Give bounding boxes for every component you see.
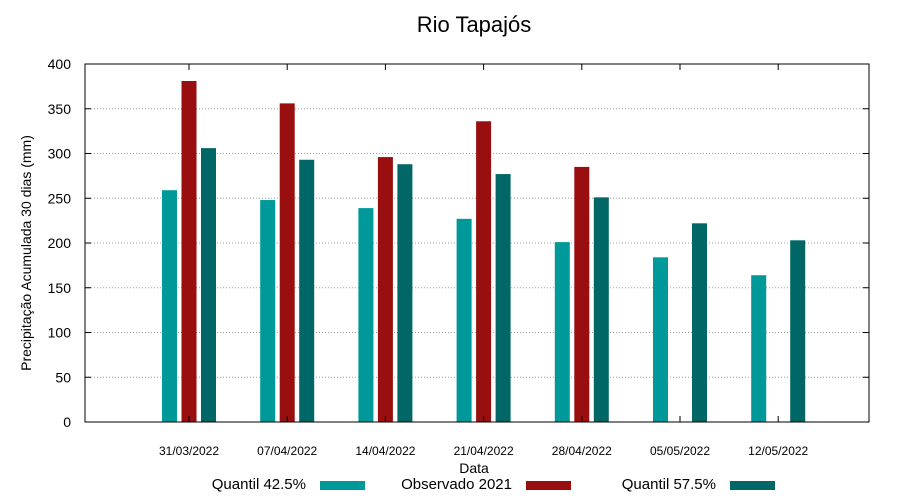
y-tick-label: 200	[48, 235, 72, 251]
x-tick-label: 21/04/2022	[454, 444, 514, 458]
y-axis-label: Precipitação Acumulada 30 dias (mm)	[18, 135, 34, 371]
x-tick-label: 05/05/2022	[650, 444, 710, 458]
legend: Quantil 42.5% Observado 2021 Quantil 57.5%	[212, 476, 775, 493]
bar-quantil-57-5	[692, 223, 707, 422]
bar-observado-2021	[476, 121, 492, 422]
bar-quantil-57-5	[593, 197, 609, 422]
bar-quantil-42-5	[653, 257, 668, 422]
legend-label: Quantil 57.5%	[622, 476, 716, 493]
legend-label: Quantil 42.5%	[212, 476, 306, 493]
bars	[162, 81, 806, 423]
legend-swatch	[526, 481, 571, 490]
y-tick-label: 50	[55, 369, 71, 385]
y-tick-label: 250	[48, 190, 72, 206]
bar-quantil-57-5	[201, 148, 216, 422]
bar-observado-2021	[377, 157, 393, 422]
legend-swatch	[320, 481, 365, 490]
bar-observado-2021	[574, 166, 590, 422]
x-tick-label: 31/03/2022	[159, 444, 219, 458]
bar-quantil-42-5	[162, 190, 177, 422]
x-tick-label: 14/04/2022	[355, 444, 415, 458]
x-tick-label: 12/05/2022	[748, 444, 808, 458]
x-tick-label: 28/04/2022	[552, 444, 612, 458]
bar-observado-2021	[279, 103, 295, 422]
y-tick-label: 0	[63, 414, 71, 430]
legend-label: Observado 2021	[401, 476, 512, 493]
y-axis-ticks: 0 50 100 150 200 250 300 350 400	[48, 56, 869, 430]
bar-quantil-42-5	[751, 275, 767, 422]
y-tick-label: 150	[48, 280, 72, 296]
y-tick-label: 100	[48, 325, 72, 341]
bar-quantil-57-5	[397, 164, 413, 423]
bar-quantil-57-5	[790, 240, 806, 422]
bar-observado-2021	[181, 81, 197, 422]
y-tick-label: 400	[48, 56, 72, 72]
y-tick-label: 350	[48, 101, 72, 117]
bar-quantil-57-5	[495, 174, 511, 422]
bar-quantil-42-5	[260, 200, 276, 422]
x-axis-label: Data	[459, 460, 489, 476]
x-tick-label: 07/04/2022	[257, 444, 317, 458]
legend-swatch	[730, 481, 775, 490]
x-axis-ticks: 31/03/2022 07/04/2022 14/04/2022 21/04/2022…	[159, 64, 809, 458]
bar-quantil-42-5	[358, 208, 374, 422]
bar-quantil-57-5	[299, 159, 315, 422]
chart-title: Rio Tapajós	[417, 12, 532, 37]
y-tick-label: 300	[48, 146, 72, 162]
bar-quantil-42-5	[554, 242, 570, 422]
bar-quantil-42-5	[456, 218, 472, 422]
